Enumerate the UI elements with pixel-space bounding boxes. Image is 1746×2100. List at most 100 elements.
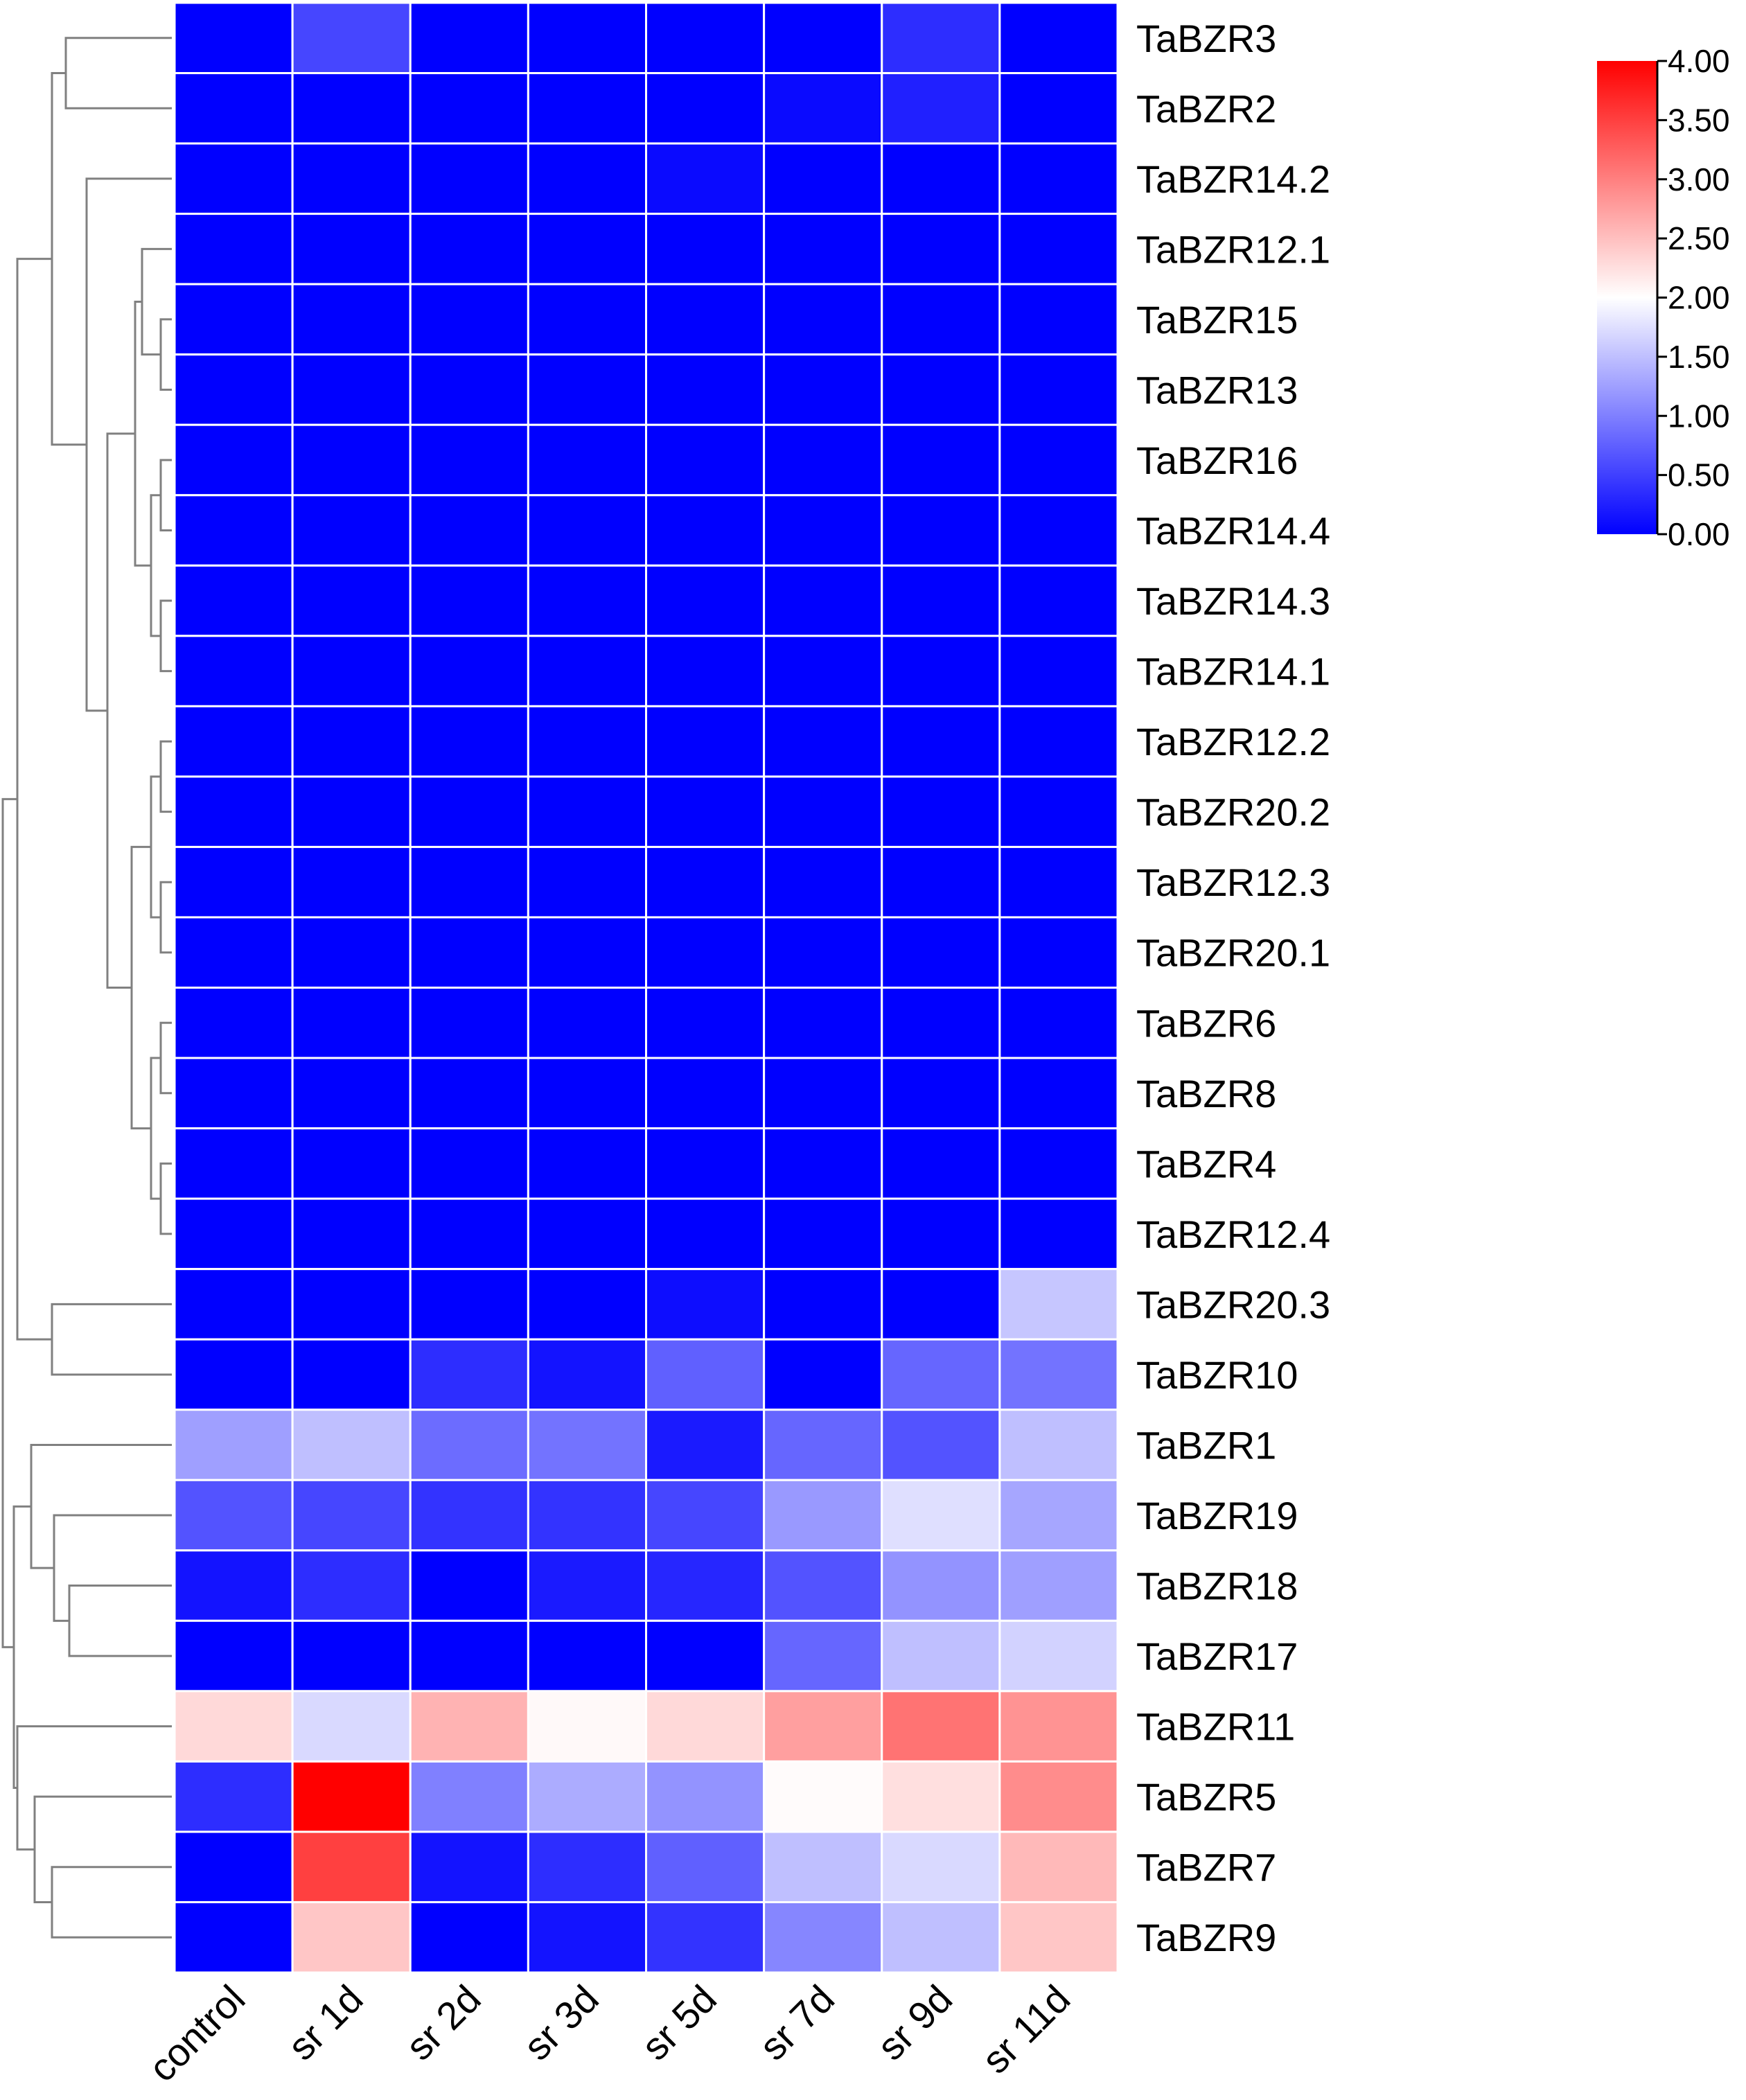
heatmap-cell xyxy=(881,1479,1001,1552)
heatmap-cell xyxy=(409,283,529,356)
dendrogram-branch xyxy=(51,1866,172,1939)
dendrogram-branch xyxy=(33,1795,172,1903)
heatmap-cell xyxy=(173,1900,294,1974)
heatmap-cell xyxy=(998,775,1119,848)
heatmap-cell xyxy=(645,705,766,778)
heatmap-cell xyxy=(173,845,294,919)
heatmap-cell xyxy=(763,1127,883,1200)
heatmap-cell xyxy=(645,1127,766,1200)
heatmap-cell xyxy=(527,1900,647,1974)
heatmap-cell xyxy=(409,1338,529,1411)
heatmap-cell xyxy=(645,564,766,637)
heatmap-cell xyxy=(173,635,294,707)
heatmap-cell xyxy=(409,1479,529,1552)
dendrogram-branch xyxy=(150,775,161,919)
row-label: TaBZR8 xyxy=(1136,1072,1276,1115)
heatmap-cell xyxy=(645,987,766,1059)
heatmap-cell xyxy=(409,705,529,778)
heatmap-cell xyxy=(409,635,529,707)
heatmap-cell xyxy=(173,1268,294,1341)
heatmap-cell xyxy=(291,1690,412,1763)
heatmap-cell xyxy=(881,1127,1001,1200)
heatmap-cell xyxy=(173,916,294,989)
heatmap-cell xyxy=(998,564,1119,637)
heatmap-cell xyxy=(998,1,1119,75)
row-label: TaBZR5 xyxy=(1136,1775,1276,1819)
legend-tick-label: 1.00 xyxy=(1668,398,1730,434)
dendrogram-branch xyxy=(51,72,87,446)
heatmap-cell xyxy=(409,1057,529,1130)
heatmap-cell xyxy=(291,705,412,778)
heatmap-cell xyxy=(173,142,294,215)
heatmap-cell xyxy=(881,1619,1001,1693)
column-label: sr 9d xyxy=(869,1977,961,2069)
heatmap-cell xyxy=(645,1,766,75)
heatmap-cell xyxy=(409,845,529,919)
heatmap-cell xyxy=(881,1900,1001,1974)
heatmap-cell xyxy=(527,1338,647,1411)
heatmap-cell xyxy=(409,987,529,1059)
heatmap-cell xyxy=(763,494,883,567)
heatmap-cell xyxy=(527,916,647,989)
heatmap-cell xyxy=(645,1619,766,1693)
heatmap-cell xyxy=(763,705,883,778)
legend-tick-label: 2.00 xyxy=(1668,280,1730,316)
row-label: TaBZR2 xyxy=(1136,87,1276,130)
legend-tick-label: 0.00 xyxy=(1668,516,1730,552)
row-label: TaBZR12.4 xyxy=(1136,1212,1330,1256)
heatmap-cells xyxy=(173,1,1119,1974)
heatmap-cell xyxy=(881,845,1001,919)
row-label: TaBZR7 xyxy=(1136,1846,1276,1889)
heatmap-cell xyxy=(881,1830,1001,1903)
heatmap-cell xyxy=(881,213,1001,285)
heatmap-cell xyxy=(173,423,294,497)
heatmap-cell xyxy=(409,1690,529,1763)
heatmap-cell xyxy=(998,1760,1119,1833)
heatmap-cell xyxy=(291,1197,412,1271)
heatmap-cell xyxy=(645,1409,766,1481)
heatmap-cell xyxy=(881,494,1001,567)
heatmap-cell xyxy=(409,1760,529,1833)
heatmap-cell xyxy=(645,213,766,285)
row-label: TaBZR20.2 xyxy=(1136,791,1330,834)
heatmap-cell xyxy=(409,564,529,637)
heatmap-cell xyxy=(291,1479,412,1552)
heatmap-cell xyxy=(173,1197,294,1271)
row-label: TaBZR12.1 xyxy=(1136,227,1330,271)
heatmap-cell xyxy=(527,1127,647,1200)
dendrogram-branch xyxy=(159,318,172,391)
heatmap-cell xyxy=(881,916,1001,989)
heatmap-cell xyxy=(527,142,647,215)
heatmap-cell xyxy=(763,1197,883,1271)
heatmap-cell xyxy=(881,635,1001,707)
heatmap-cell xyxy=(173,1619,294,1693)
heatmap-cell xyxy=(645,1479,766,1552)
heatmap-cell xyxy=(527,1549,647,1622)
row-label: TaBZR16 xyxy=(1136,439,1298,482)
heatmap-cell xyxy=(998,1619,1119,1693)
heatmap-cell xyxy=(173,1690,294,1763)
heatmap-cell xyxy=(645,635,766,707)
dendrogram-branch xyxy=(85,177,172,712)
heatmap-cell xyxy=(527,353,647,426)
dendrogram-branch xyxy=(16,1725,172,1851)
heatmap-cell xyxy=(291,635,412,707)
heatmap-cell xyxy=(173,353,294,426)
heatmap-cell xyxy=(527,564,647,637)
heatmap-cell xyxy=(881,1197,1001,1271)
heatmap-cell xyxy=(527,1409,647,1481)
dendrogram-branch xyxy=(51,1303,172,1376)
heatmap-cell xyxy=(409,353,529,426)
heatmap-cell xyxy=(645,1549,766,1622)
heatmap-cell xyxy=(409,1409,529,1481)
heatmap-cell xyxy=(173,564,294,637)
heatmap-cell xyxy=(998,213,1119,285)
heatmap-cell xyxy=(881,1760,1001,1833)
heatmap-cell xyxy=(763,564,883,637)
row-label: TaBZR11 xyxy=(1136,1705,1295,1749)
heatmap-cell xyxy=(173,1760,294,1833)
heatmap-cell xyxy=(527,423,647,497)
dendrogram-branch xyxy=(68,1585,172,1657)
heatmap-cell xyxy=(645,423,766,497)
